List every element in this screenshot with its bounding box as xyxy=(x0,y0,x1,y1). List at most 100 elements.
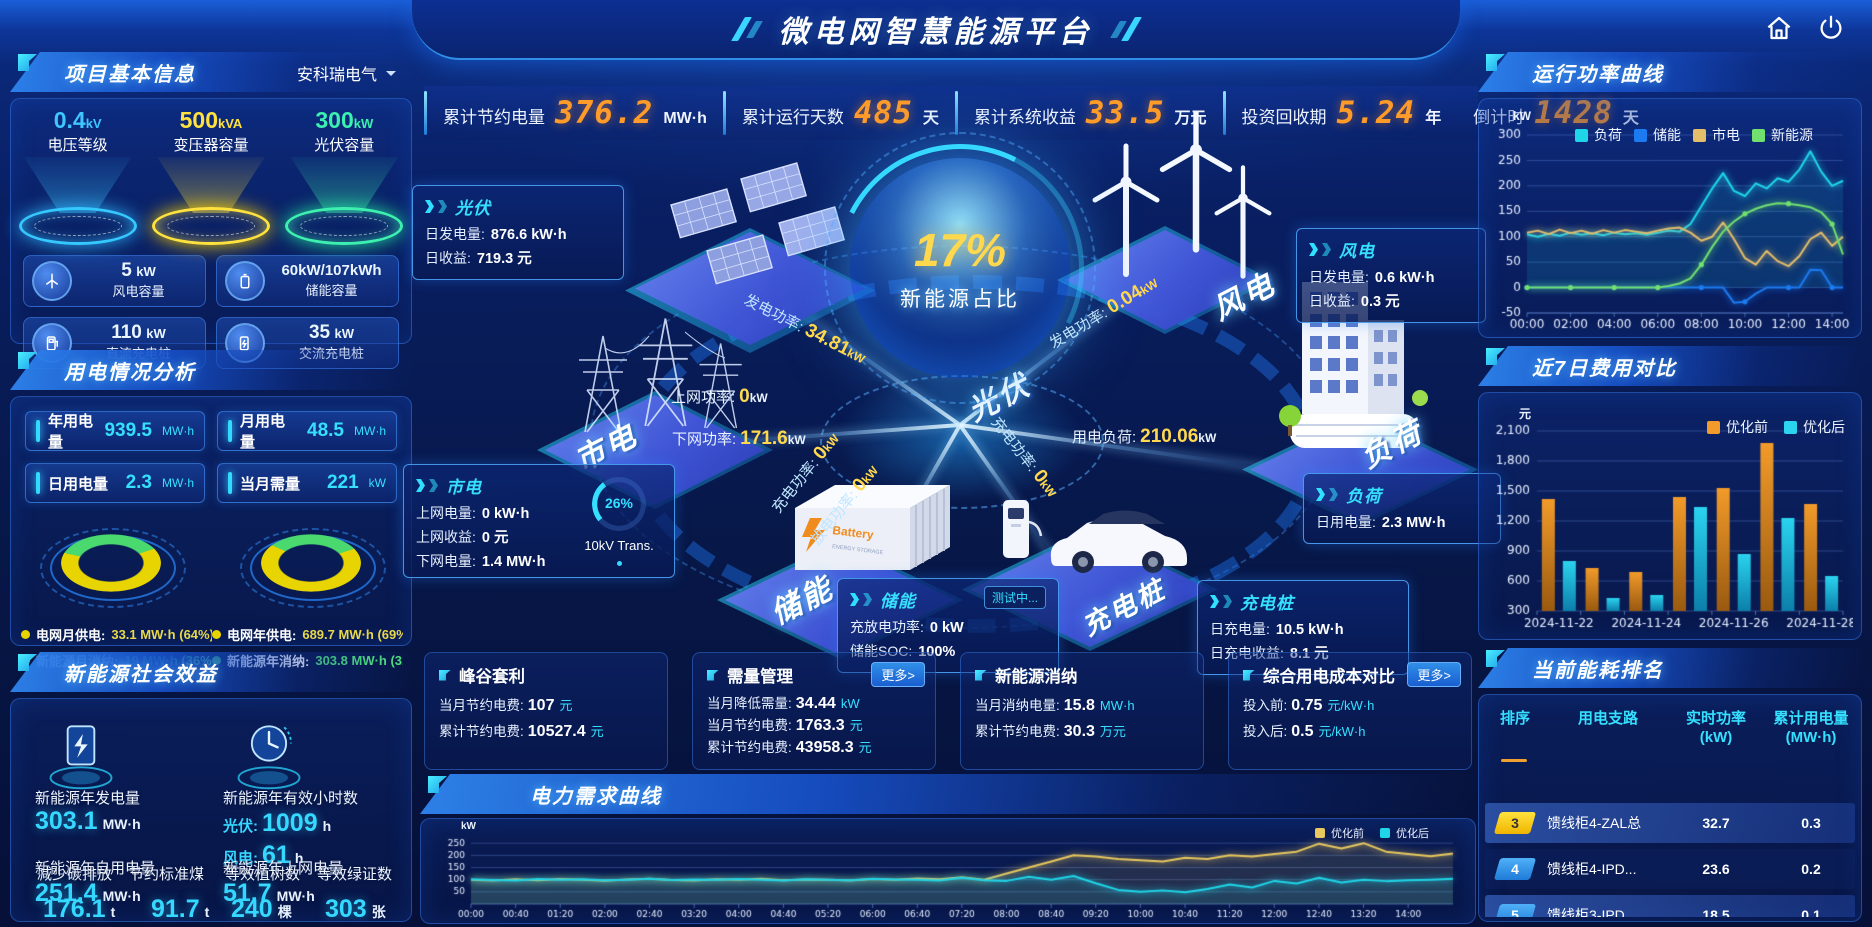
light-ring xyxy=(18,207,137,245)
legend-swatch xyxy=(1380,828,1390,838)
runpower-y-unit: kW xyxy=(1513,109,1531,123)
legend-item[interactable]: 优化后 xyxy=(1380,825,1429,841)
capacity-cones: 0.4kV 电压等级 500kVA 变压器容量 300kW 光伏容量 xyxy=(11,99,411,249)
legend-swatch xyxy=(1315,828,1325,838)
legend-grid-month: 电网月供电: 33.1 MW·h (64%) xyxy=(21,625,212,644)
kpi-divider xyxy=(722,91,726,135)
card-icon xyxy=(439,669,451,681)
wind-turbine-icon xyxy=(46,273,58,289)
usage-stats: 年用电量 939.5 MW·h 月用电量 48.5 MW·h 日用电量 2.3 MW·h 当… xyxy=(11,397,411,503)
power-icon[interactable] xyxy=(1816,13,1846,43)
grid-info-card: 市电 上网电量: 0 kW·h 上网收益: 0 元 下网电量: 1.4 MW·h 26… xyxy=(403,464,675,578)
table-row[interactable]: 5 馈线柜3-IPD... 18.5 0.1 xyxy=(1485,895,1855,917)
legend-swatch xyxy=(1575,128,1588,142)
card-peak-valley: 峰谷套利 当月节约电费: 107 元 累计节约电费: 10527.4 元 xyxy=(424,652,668,770)
kpi-payback: 投资回收期 5.24 年 xyxy=(1241,95,1442,131)
stat-storage-capacity: 60kW/107kWh 储能容量 xyxy=(216,255,399,307)
stat-month-demand: 当月需量 221 kW xyxy=(217,463,397,503)
panel-demand-curve: 电力需求曲线 kW 优化前 优化后 xyxy=(420,774,1476,924)
kpi-run-days: 累计运行天数 485 天 xyxy=(741,95,939,131)
energy-flow-diagram: 光伏 风电 xyxy=(403,108,1501,675)
panel-title: 运行功率曲线 xyxy=(1532,63,1664,86)
co2-value: 176.1 t xyxy=(43,895,116,922)
panel-title: 近7日费用对比 xyxy=(1532,357,1678,380)
legend-item[interactable]: 市电 xyxy=(1693,125,1740,145)
card-cost-compare: 综合用电成本对比 更多> 投入前: 0.75 元/kW·h 投入后: 0.5 元/kW·… xyxy=(1228,652,1472,770)
gen-value: 303.1 MW·h xyxy=(35,807,141,835)
kpi-system-profit: 累计系统收益 33.5 万元 xyxy=(973,95,1207,131)
wind-turbines-illustration xyxy=(1068,108,1288,317)
cost-y-unit: 元 xyxy=(1519,407,1532,421)
flow-from-grid: 下网功率: 171.6kW xyxy=(672,428,806,449)
pv-info-card: 光伏 日发电量: 876.6 kW·h 日收益: 719.3 元 xyxy=(412,185,624,280)
legend-swatch xyxy=(1784,420,1797,434)
strategy-cards: 峰谷套利 当月节约电费: 107 元 累计节约电费: 10527.4 元 需量管理 更多… xyxy=(420,652,1476,770)
panel-cost-compare: 近7日费用对比 元 优化前 优化后 xyxy=(1478,346,1862,640)
legend-item[interactable]: 优化前 xyxy=(1315,825,1364,841)
card-icon xyxy=(1243,669,1255,681)
legend-item[interactable]: 储能 xyxy=(1634,125,1681,145)
panel-title: 用电情况分析 xyxy=(64,361,196,384)
tree-label: 等效植树数 xyxy=(225,866,301,883)
legend-item[interactable]: 新能源 xyxy=(1752,125,1813,145)
company-selector[interactable]: 安科瑞电气 xyxy=(297,61,396,85)
chevrons-icon xyxy=(1309,243,1318,256)
legend-swatch xyxy=(1707,420,1720,434)
self-use-label: 新能源年自用电量 xyxy=(35,860,156,877)
to-grid-value: 51.7 MW·h xyxy=(223,879,315,907)
panel-title: 当前能耗排名 xyxy=(1532,659,1664,682)
kpi-divider xyxy=(1222,91,1226,135)
table-row[interactable]: 3 馈线柜4-ZAL总 32.7 0.3 xyxy=(1485,803,1855,843)
home-icon[interactable] xyxy=(1764,13,1794,43)
co2-label: 减少碳排放 xyxy=(37,866,113,883)
ranking-rows: 3 馈线柜4-ZAL总 32.7 0.3 4 馈线柜4-IPD... 23.6 … xyxy=(1485,803,1855,917)
light-beam xyxy=(23,157,132,213)
stat-day-usage: 日用电量 2.3 MW·h xyxy=(25,463,205,503)
donut-year-chart[interactable] xyxy=(236,519,386,611)
demand-legend: 优化前 优化后 xyxy=(1315,825,1429,841)
runpower-chart[interactable] xyxy=(1483,125,1853,335)
scroll-indicator[interactable] xyxy=(1501,759,1527,762)
stat-month-usage: 月用电量 48.5 MW·h xyxy=(217,411,397,451)
pv-hours: 光伏: 1009 h xyxy=(223,809,332,837)
cone-voltage: 0.4kV 电压等级 xyxy=(17,107,139,249)
tree-value: 240 棵 xyxy=(231,895,292,922)
battery-container-illustration: Battery ENERGY STORAGE xyxy=(740,468,970,603)
legend-swatch xyxy=(1752,128,1765,142)
title-decor-right xyxy=(1109,17,1142,41)
dc-charger-icon xyxy=(46,336,58,351)
more-button[interactable]: 更多> xyxy=(1407,662,1461,687)
light-ring xyxy=(151,207,270,245)
stat-year-usage: 年用电量 939.5 MW·h xyxy=(25,411,205,451)
ranking-header: 排序 用电支路 实时功率 (kW) 累计用电量 (MW·h) xyxy=(1499,710,1849,746)
ev-charging-illustration xyxy=(985,468,1225,593)
donut-month-chart[interactable] xyxy=(36,519,186,611)
legend-swatch xyxy=(1693,128,1706,142)
light-beam xyxy=(290,157,399,213)
page-title: 微电网智慧能源平台 xyxy=(778,16,1094,49)
table-row[interactable]: 4 馈线柜4-IPD... 23.6 0.2 xyxy=(1485,849,1855,889)
rank-badge: 5 xyxy=(1493,904,1537,917)
demand-chart[interactable] xyxy=(427,823,1467,921)
kpi-divider xyxy=(424,91,427,135)
legend-item[interactable]: 优化前 xyxy=(1707,417,1768,437)
testing-badge: 测试中... xyxy=(983,586,1046,609)
panel-title: 电力需求曲线 xyxy=(530,785,662,808)
self-use-value: 251.4 MW·h xyxy=(35,879,141,907)
cert-label: 等效绿证数 xyxy=(317,866,393,883)
power-towers-illustration xyxy=(555,300,755,450)
chevrons-icon xyxy=(416,479,425,492)
wind-hours: 风电: 61 h xyxy=(223,841,304,869)
to-grid-label: 新能源年上网电量 xyxy=(223,860,344,877)
legend-item[interactable]: 优化后 xyxy=(1784,417,1845,437)
legend-item[interactable]: 负荷 xyxy=(1575,125,1622,145)
cost-chart[interactable] xyxy=(1483,419,1853,635)
more-button[interactable]: 更多> xyxy=(871,662,925,687)
card-renewable-consumption: 新能源消纳 当月消纳电量: 15.8 MW·h 累计节约电费: 30.3 万元 xyxy=(960,652,1204,770)
panel-project-info: 项目基本信息 安科瑞电气 0.4kV 电压等级 500kVA 变压器容量 xyxy=(10,52,412,369)
ac-charger-icon xyxy=(239,336,249,351)
hours-icon xyxy=(223,713,315,798)
rank-badge: 4 xyxy=(1493,858,1537,880)
load-info-card: 负荷 日用电量: 2.3 MW·h xyxy=(1303,473,1501,544)
panel-renewable-benefit: 新能源社会效益 新能源年发电量 303.1 MW·h 新能源年有效小时数 光伏: 1… xyxy=(10,652,412,922)
